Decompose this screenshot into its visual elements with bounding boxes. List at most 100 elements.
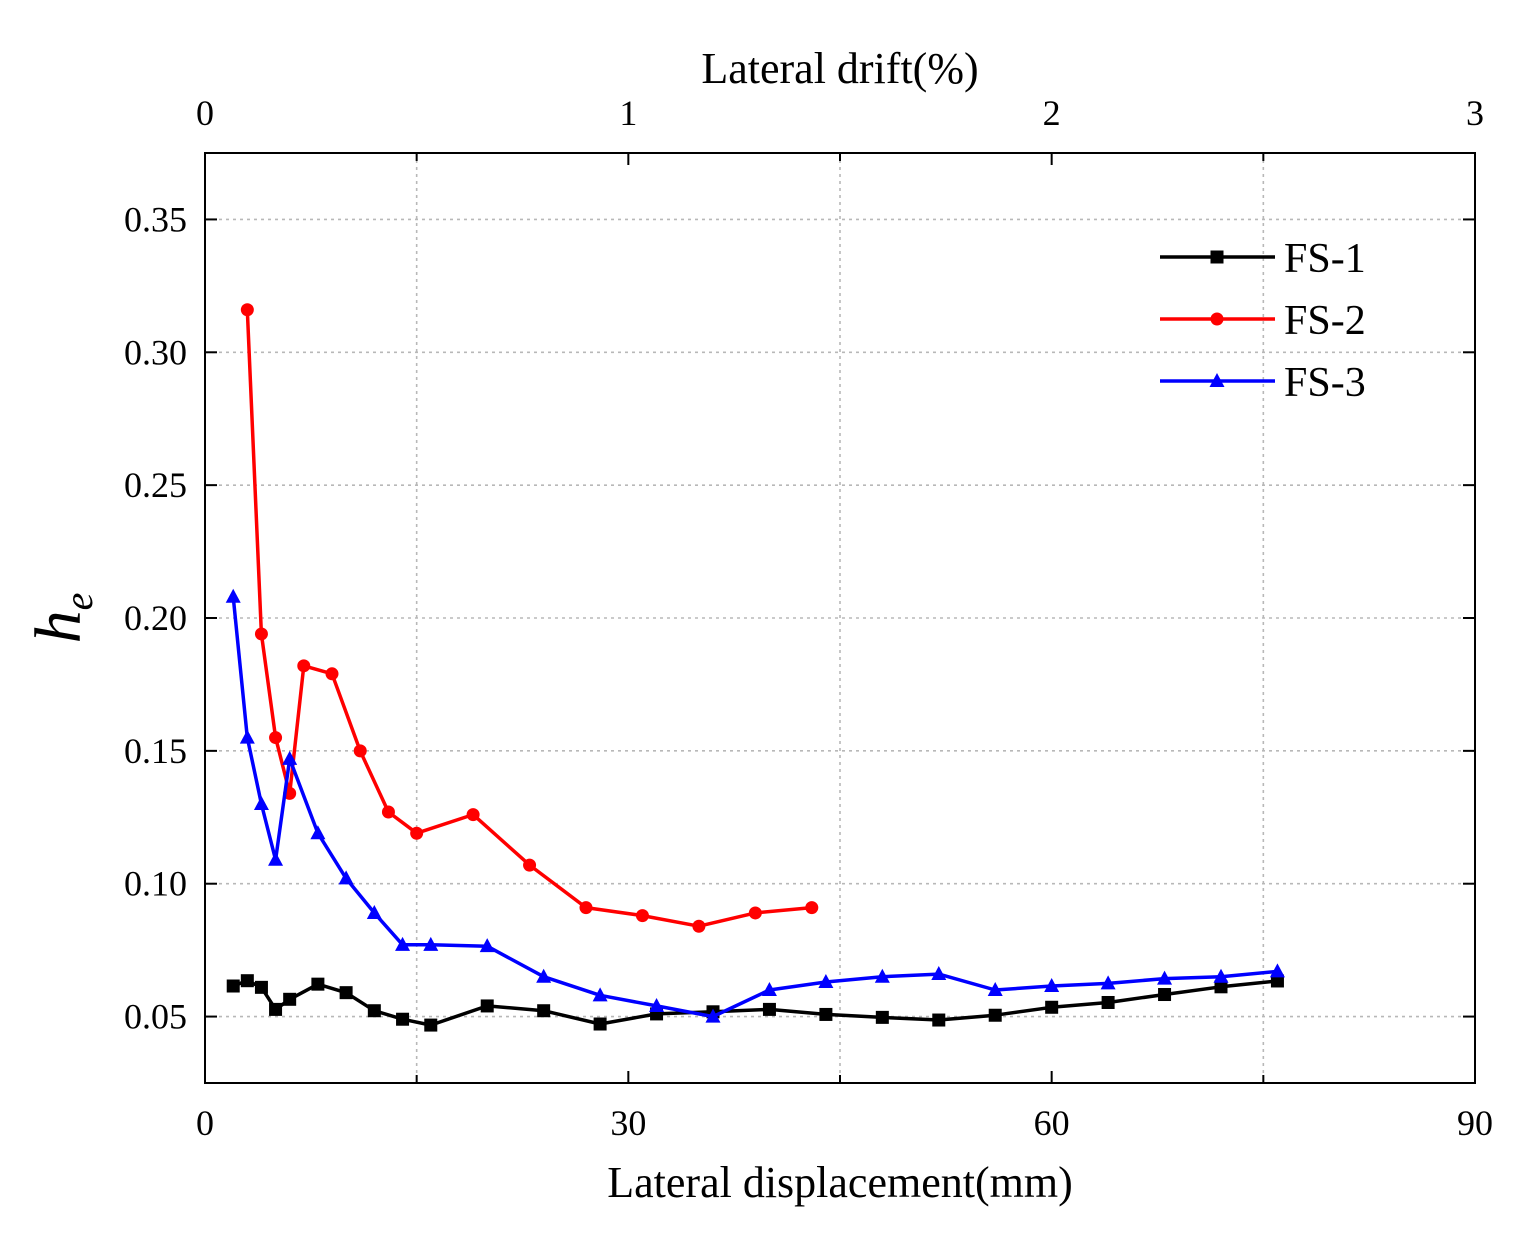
top-x-tick-label: 2 [1043,93,1061,133]
data-point [396,1012,410,1026]
series-2 [240,303,819,933]
data-point [579,901,593,915]
data-point [874,968,890,983]
data-point [466,808,480,822]
legend-item: FS-1 [1160,236,1366,282]
data-point [1101,995,1115,1009]
legend-marker [1210,312,1224,326]
data-point [805,901,819,915]
data-point [479,938,495,953]
data-point [536,968,552,983]
data-point [537,1004,551,1018]
grid-lines [205,153,1475,1083]
data-point [381,805,395,819]
data-point [1157,970,1173,985]
data-point [635,909,649,923]
data-point [1269,963,1285,978]
top-x-tick-label: 0 [196,93,214,133]
y-tick-label: 0.30 [124,332,187,372]
legend-label: FS-3 [1284,360,1366,406]
data-point [339,986,353,1000]
y-axis-title-subscript: e [56,593,101,611]
series-3 [225,588,1285,1023]
series-line [232,978,1278,1027]
data-point [424,1018,438,1032]
data-point [1045,1000,1059,1014]
y-axis-title-main: h [22,610,95,643]
data-point [310,825,326,840]
data-point [325,667,339,681]
data-point [240,303,254,317]
y-tick-label: 0.10 [124,864,187,904]
y-tick-label: 0.05 [124,997,187,1037]
x-tick-label: 30 [610,1103,646,1143]
data-point [818,974,834,989]
x-tick-label: 60 [1034,1103,1070,1143]
legend-item: FS-2 [1160,298,1366,344]
data-point [225,588,241,603]
data-point [649,997,665,1012]
data-point [592,987,608,1002]
data-point [366,904,382,919]
data-point [254,980,268,994]
legend-marker [1210,250,1224,264]
top-x-axis-title: Lateral drift(%) [701,44,978,93]
y-tick-label: 0.15 [124,731,187,771]
data-point [692,919,706,933]
y-axis-title: he [22,593,101,644]
data-point [1044,978,1060,993]
data-point [931,966,947,981]
data-point [762,1002,776,1016]
legend-marker [1209,373,1225,387]
data-point [253,796,269,810]
legend-label: FS-1 [1284,236,1366,282]
x-axis-title: Lateral displacement(mm) [607,1158,1072,1207]
data-point [423,936,439,951]
data-point [311,977,325,991]
data-point [239,729,255,744]
data-point [1270,974,1284,988]
y-tick-label: 0.25 [124,465,187,505]
series-layer [225,303,1285,1032]
data-point [1158,988,1172,1002]
data-point [367,1004,381,1018]
data-point [226,979,240,993]
top-x-tick-label: 1 [619,93,637,133]
data-point [819,1007,833,1021]
data-point [1213,968,1229,983]
y-tick-label: 0.35 [124,199,187,239]
data-point [269,731,283,745]
data-point [988,1008,1002,1022]
data-point [1100,975,1116,990]
data-point [987,982,1003,996]
data-point [593,1017,607,1031]
legend-item: FS-3 [1160,360,1366,406]
series-1 [226,974,1284,1032]
data-point [269,1002,283,1016]
legend-label: FS-2 [1284,298,1366,344]
data-point [748,906,762,920]
data-point [283,992,297,1006]
top-x-tick-label: 3 [1466,93,1484,133]
x-tick-label: 90 [1457,1103,1493,1143]
data-point [1214,980,1228,994]
data-point [268,851,284,866]
data-point [875,1010,889,1024]
data-point [353,744,367,758]
data-point [297,659,311,673]
axis-ticks: 0.05 0.10 0.15 0.20 0.25 0.30 0.35 0 30 60 90 0 1 2 3 [124,93,1493,1143]
legend: FS-1 FS-2 FS-3 [1160,236,1366,406]
series-line [245,309,812,928]
data-point [410,826,424,840]
data-point [282,750,298,765]
data-point [523,858,537,872]
data-point [254,627,268,641]
data-point [761,982,777,996]
data-point [480,999,494,1013]
y-tick-label: 0.20 [124,598,187,638]
data-point [338,870,354,885]
data-point [932,1013,946,1027]
x-tick-label: 0 [196,1103,214,1143]
data-point [395,936,411,951]
